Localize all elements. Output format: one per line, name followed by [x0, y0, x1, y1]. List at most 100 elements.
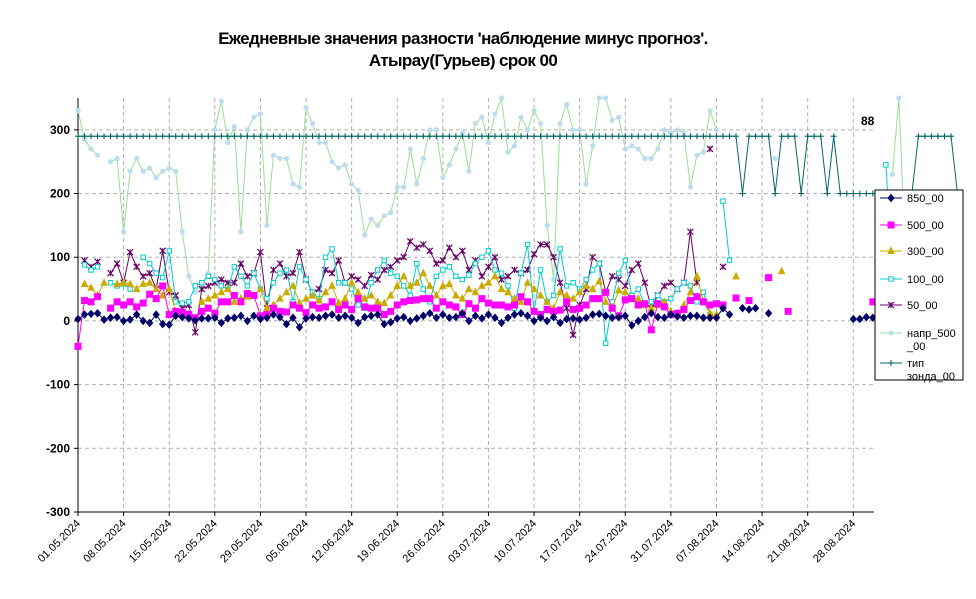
data-point	[238, 273, 244, 280]
x-tick-label: 15.05.2024	[127, 518, 174, 565]
data-point	[113, 312, 121, 322]
data-point	[491, 133, 498, 140]
data-point	[406, 281, 415, 289]
data-point	[139, 279, 147, 287]
data-point	[706, 301, 714, 309]
data-point	[667, 279, 675, 287]
data-point	[622, 133, 629, 140]
data-point	[322, 133, 329, 140]
data-point	[641, 133, 648, 140]
data-point	[589, 253, 597, 261]
data-point	[504, 272, 512, 280]
data-point	[589, 133, 596, 140]
data-point	[485, 133, 492, 140]
data-point	[283, 133, 290, 140]
data-point	[915, 133, 922, 140]
data-point	[466, 168, 472, 174]
series-line	[722, 201, 730, 261]
data-point	[889, 171, 895, 178]
data-point	[641, 312, 649, 322]
x-tick-label: 24.07.2024	[583, 518, 630, 565]
data-point	[120, 133, 127, 140]
data-point	[524, 298, 532, 306]
data-point	[179, 300, 185, 306]
data-point	[289, 313, 297, 323]
data-point	[478, 133, 485, 140]
data-point	[811, 133, 818, 140]
data-point	[276, 312, 284, 322]
data-point	[147, 165, 153, 171]
data-point	[837, 190, 844, 197]
data-point	[452, 133, 459, 140]
data-point	[446, 264, 453, 270]
data-point	[414, 260, 420, 267]
data-point	[693, 311, 701, 321]
data-point	[543, 297, 551, 305]
data-point	[119, 316, 128, 326]
data-point	[544, 133, 551, 140]
data-point	[686, 287, 695, 296]
data-point	[257, 133, 264, 140]
data-point	[479, 114, 485, 120]
data-point	[648, 155, 654, 162]
data-point	[120, 301, 128, 309]
data-point	[693, 271, 701, 280]
data-point	[244, 283, 251, 289]
data-point	[497, 301, 505, 309]
x-tick-label: 28.08.2024	[811, 518, 858, 565]
data-point	[335, 280, 342, 286]
data-point	[140, 133, 147, 140]
data-point	[186, 299, 192, 305]
data-point	[634, 301, 642, 309]
data-point	[699, 313, 708, 323]
data-point	[642, 155, 648, 162]
data-point	[693, 133, 700, 140]
data-point	[706, 313, 714, 323]
data-point	[126, 279, 134, 287]
data-point	[191, 328, 199, 336]
data-point	[94, 152, 101, 158]
data-point	[511, 143, 518, 149]
data-point	[362, 232, 368, 238]
data-point	[243, 272, 251, 280]
data-point	[726, 257, 733, 264]
data-point	[367, 271, 375, 279]
data-point	[575, 315, 584, 324]
data-point	[191, 316, 199, 325]
data-point	[523, 278, 532, 286]
series-line	[78, 135, 958, 194]
data-point	[399, 271, 408, 280]
data-point	[596, 95, 602, 101]
data-point	[588, 284, 597, 293]
data-point	[160, 168, 166, 174]
data-point	[713, 127, 720, 133]
data-point	[114, 133, 121, 140]
data-point	[153, 133, 160, 140]
data-point	[660, 303, 668, 311]
data-point	[667, 310, 675, 319]
data-point	[204, 314, 212, 323]
data-point	[238, 229, 244, 235]
data-point	[211, 313, 219, 323]
data-point	[668, 295, 674, 302]
data-point	[608, 313, 616, 323]
data-point	[419, 241, 427, 248]
data-point	[419, 268, 428, 277]
data-point	[426, 281, 434, 289]
data-point	[165, 320, 173, 330]
data-point	[491, 313, 499, 323]
data-point	[269, 310, 278, 319]
data-point	[745, 297, 753, 305]
data-point	[686, 228, 694, 236]
data-point	[452, 312, 460, 322]
x-tick-label: 29.05.2024	[218, 518, 265, 565]
data-point	[505, 283, 511, 289]
data-point	[251, 114, 257, 120]
data-point	[367, 311, 375, 321]
data-point	[289, 269, 297, 277]
data-point	[94, 264, 101, 270]
data-point	[342, 133, 349, 140]
data-point	[146, 269, 154, 277]
data-point	[80, 279, 89, 287]
data-point	[282, 319, 291, 329]
